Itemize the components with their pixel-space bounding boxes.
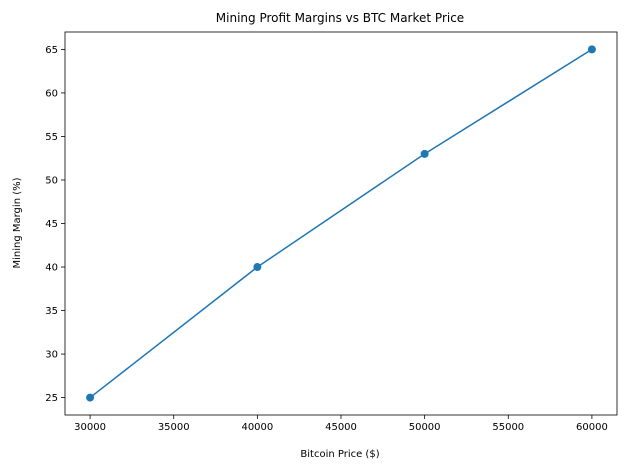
plot-area: 30000 35000 40000 45000 50000 55000 60000 25 30 3… bbox=[45, 31, 618, 433]
y-axis-label: Mining Margin (%) bbox=[12, 177, 23, 268]
y-tick-label: 35 bbox=[45, 306, 58, 317]
axes-frame bbox=[64, 31, 618, 416]
x-tick-label: 40000 bbox=[241, 422, 273, 433]
data-point bbox=[587, 45, 596, 54]
x-tick-label: 35000 bbox=[158, 422, 190, 433]
data-point bbox=[86, 393, 95, 402]
x-tick-label: 30000 bbox=[74, 422, 106, 433]
y-tick-label: 60 bbox=[45, 88, 58, 99]
y-tick-label: 45 bbox=[45, 219, 58, 230]
y-tick-label: 30 bbox=[45, 350, 58, 361]
x-tick-label: 50000 bbox=[409, 422, 441, 433]
chart-title: Mining Profit Margins vs BTC Market Pric… bbox=[216, 11, 464, 25]
series-line bbox=[89, 48, 593, 399]
y-tick-label: 25 bbox=[45, 393, 58, 404]
data-point bbox=[253, 263, 262, 272]
y-tick-label: 55 bbox=[45, 132, 58, 143]
x-tick-label: 55000 bbox=[492, 422, 524, 433]
y-tick-label: 50 bbox=[45, 175, 58, 186]
x-axis-label: Bitcoin Price ($) bbox=[300, 449, 379, 460]
y-tick-label: 65 bbox=[45, 45, 58, 56]
data-point bbox=[420, 149, 429, 158]
x-tick-label: 60000 bbox=[576, 422, 608, 433]
y-tick-label: 40 bbox=[45, 263, 58, 274]
x-tick-label: 45000 bbox=[325, 422, 357, 433]
